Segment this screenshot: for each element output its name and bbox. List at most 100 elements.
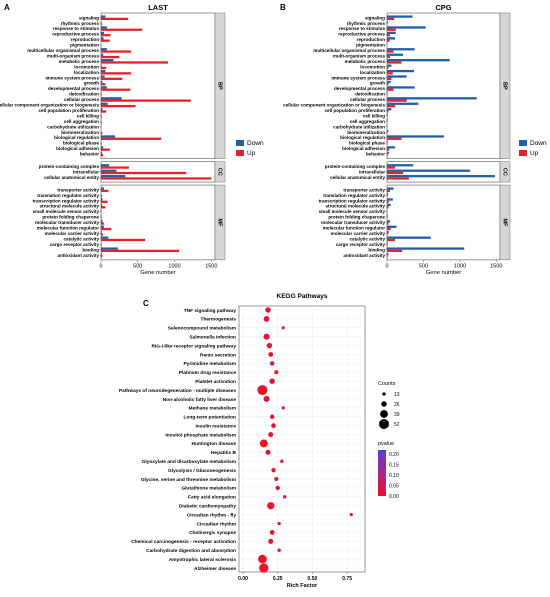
bar-down	[387, 220, 390, 222]
category-label: developmental process	[48, 86, 100, 91]
category-label: cellular component organization or bioge…	[283, 103, 385, 108]
bar-down	[387, 170, 470, 172]
category-label: carbohydrate utilization	[47, 124, 99, 129]
plot-area	[239, 306, 365, 572]
category-label: cellular component organization or bioge…	[0, 103, 99, 108]
x-tick-label: 1500	[205, 263, 217, 269]
bar-down	[101, 237, 108, 239]
bar-up	[387, 83, 388, 85]
category-label: cellular process	[64, 97, 99, 102]
legend-label-up: Up	[247, 150, 256, 157]
bar-down	[387, 86, 415, 88]
bar-up	[101, 78, 122, 80]
size-legend-label: 26	[394, 402, 400, 408]
category-label: cell aggregation	[350, 119, 385, 124]
color-legend-label: 0.00	[389, 494, 399, 500]
bar-up	[101, 34, 111, 36]
bar-up	[101, 121, 102, 123]
bar-up	[387, 149, 389, 151]
bar-down	[387, 141, 388, 143]
size-legend-dot	[379, 419, 389, 429]
bar-down	[387, 119, 388, 121]
bar-up	[101, 206, 105, 208]
bar-down	[101, 152, 102, 154]
category-label: biological phase	[63, 141, 99, 146]
bar-down	[387, 59, 450, 61]
bar-down	[387, 226, 396, 228]
color-legend-label: 0.20	[389, 452, 399, 458]
panel-letter: A	[4, 3, 10, 12]
pathway-label: Glycolysis / Gluconeogenesis	[168, 468, 236, 474]
bar-down	[387, 21, 388, 23]
category-label: molecular transducer activity	[35, 220, 99, 225]
pathway-dot	[277, 549, 280, 552]
bar-up	[387, 172, 403, 174]
pathway-dot	[264, 316, 270, 322]
category-label: transcription regulator activity	[319, 198, 386, 203]
bar-up	[101, 190, 108, 192]
category-label: pigmentation	[356, 43, 385, 48]
bar-up	[387, 105, 395, 107]
bar-down	[101, 59, 114, 61]
x-tick-label: 1500	[490, 263, 502, 269]
bar-down	[387, 103, 418, 105]
bar-up	[387, 89, 394, 91]
category-label: biological regulation	[340, 135, 385, 140]
bar-down	[101, 175, 125, 177]
bar-down	[101, 48, 107, 50]
category-label: response to stimulus	[53, 26, 100, 31]
bar-up	[101, 195, 102, 197]
bar-up	[101, 105, 136, 107]
category-label: protein folding chaperone	[328, 215, 385, 220]
x-tick-label: 0.75	[342, 576, 352, 582]
x-axis-label: Gene number	[426, 270, 462, 276]
bar-up	[101, 244, 102, 246]
bar-down	[101, 253, 102, 255]
size-legend-label: 39	[394, 412, 400, 418]
pathway-label: Carbohydrate digestion and absorption	[146, 548, 236, 554]
category-label: multicellular organismal process	[27, 48, 99, 53]
pathway-dot	[274, 370, 278, 374]
size-legend-dot	[380, 410, 388, 418]
category-label: locomotion	[360, 64, 385, 69]
bar-up	[387, 110, 388, 112]
bar-up	[387, 228, 391, 230]
bar-up	[101, 166, 129, 168]
pathway-dot	[283, 495, 286, 498]
bar-up	[387, 250, 402, 252]
pathway-label: Circadian rhythm - fly	[187, 512, 237, 518]
category-label: molecular carrier activity	[45, 231, 100, 236]
bar-down	[387, 164, 413, 166]
category-label: pigmentation	[70, 43, 99, 48]
category-label: localization	[360, 70, 385, 75]
bar-down	[101, 15, 105, 17]
bar-down	[387, 37, 395, 39]
category-label: translation regulator activity	[37, 193, 99, 198]
category-label: biomineralization	[61, 130, 99, 135]
bar-down	[101, 97, 122, 99]
category-label: small molecule sensor activity	[319, 209, 386, 214]
category-label: carbohydrate utilization	[333, 124, 385, 129]
bar-down	[387, 152, 389, 154]
pathway-label: Insulin resistance	[195, 423, 236, 429]
category-label: multi-organism process	[333, 53, 386, 58]
bar-down	[101, 231, 102, 233]
bar-up	[387, 138, 402, 140]
pathway-dot	[350, 513, 353, 516]
category-label: metabolic process	[59, 59, 100, 64]
bar-up	[101, 110, 106, 112]
bar-up	[387, 56, 390, 58]
facet-label: BP	[502, 82, 508, 90]
bar-down	[101, 81, 102, 83]
category-label: intracellular	[73, 169, 99, 174]
pathway-dot	[269, 378, 274, 383]
bar-down	[387, 64, 391, 66]
category-label: growth	[84, 81, 100, 86]
pathway-dot	[264, 396, 270, 402]
bar-down	[101, 135, 115, 137]
panel-title: KEGG Pathways	[277, 293, 328, 300]
legend-label-down: Down	[247, 140, 264, 147]
category-label: transporter activity	[343, 187, 385, 192]
facet-label: MF	[502, 218, 508, 227]
